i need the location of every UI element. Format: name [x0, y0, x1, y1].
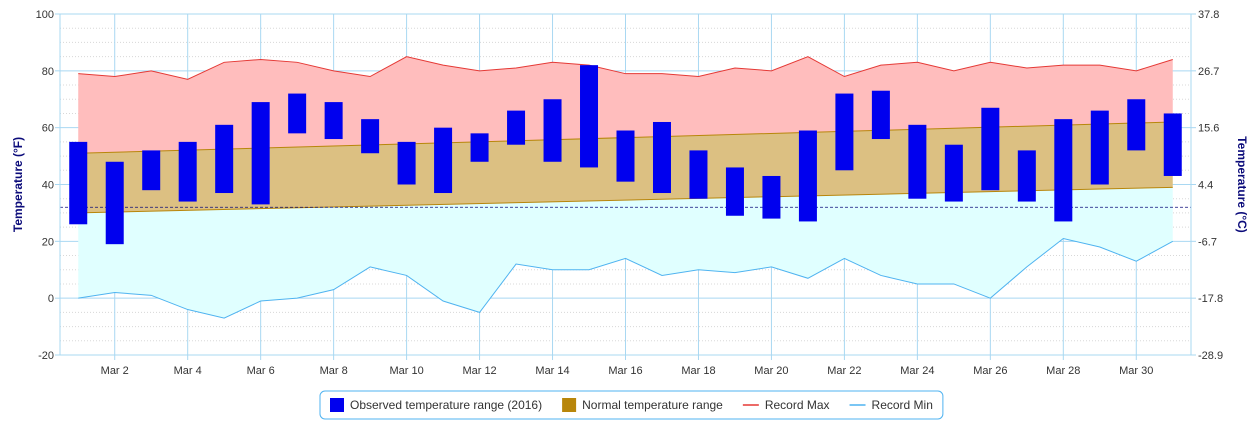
observed-range-bar	[981, 107, 1000, 191]
observed-range-bar	[507, 110, 526, 145]
x-tick-label: Mar 14	[535, 365, 569, 377]
left-tick-label: 40	[42, 180, 54, 192]
observed-range-bar	[251, 102, 270, 205]
observed-range-bar	[105, 161, 124, 245]
legend-item: Observed temperature range (2016)	[330, 398, 542, 412]
record-min-fill	[78, 187, 1173, 319]
observed-range-bar	[652, 121, 671, 194]
legend-swatch	[330, 398, 344, 412]
x-tick-label: Mar 20	[754, 365, 788, 377]
legend-box	[319, 390, 944, 420]
observed-range-bar	[908, 124, 927, 199]
record-min-line	[78, 237, 1173, 319]
right-tick-label: -17.8	[1198, 293, 1223, 305]
legend-item: Record Min	[849, 398, 933, 412]
left-axis-title: Temperature (°F)	[11, 137, 25, 232]
x-tick-label: Mar 4	[174, 365, 202, 377]
legend-item: Normal temperature range	[562, 398, 723, 412]
x-tick-label: Mar 30	[1119, 365, 1153, 377]
observed-range-bar	[1090, 110, 1109, 185]
observed-range-bar	[397, 141, 416, 185]
x-tick-label: Mar 16	[608, 365, 642, 377]
x-tick-label: Mar 22	[827, 365, 861, 377]
right-tick-label: -28.9	[1198, 350, 1223, 362]
observed-range-bar	[1163, 113, 1182, 176]
observed-range-bar	[69, 141, 88, 225]
left-tick-label: 0	[48, 293, 54, 305]
observed-range-bar	[288, 93, 307, 134]
x-tick-label: Mar 2	[101, 365, 129, 377]
left-tick-label: 60	[42, 123, 54, 135]
record-max-line	[78, 56, 1173, 80]
observed-range-bar	[324, 102, 343, 140]
observed-range-bar	[725, 167, 744, 216]
x-tick-label: Mar 8	[320, 365, 348, 377]
observed-range-bar	[871, 90, 890, 140]
legend-item: Record Max	[742, 398, 830, 412]
x-tick-label: Mar 18	[681, 365, 715, 377]
right-tick-label: 15.6	[1198, 123, 1219, 135]
observed-range-bar	[178, 141, 197, 202]
observed-range-bar	[580, 65, 599, 168]
x-tick-label: Mar 24	[900, 365, 934, 377]
legend-label: Record Max	[765, 398, 830, 412]
legend-label: Record Min	[872, 398, 933, 412]
legend-label: Observed temperature range (2016)	[350, 398, 542, 412]
right-tick-label: 37.8	[1198, 9, 1219, 21]
observed-range-bar	[470, 133, 489, 162]
observed-range-bar	[434, 127, 453, 194]
observed-range-bar	[616, 130, 635, 182]
observed-range-bar	[798, 130, 817, 222]
observed-range-bar	[762, 175, 781, 219]
observed-range-bar	[944, 144, 963, 202]
normal-low-line	[78, 186, 1173, 214]
legend-swatch	[562, 398, 577, 412]
observed-range-bar	[1127, 99, 1146, 151]
right-axis-title: Temperature (°C)	[1235, 136, 1249, 233]
observed-range-bar	[1017, 150, 1036, 202]
x-tick-label: Mar 10	[389, 365, 423, 377]
observed-range-bar	[1054, 119, 1073, 222]
right-tick-label: 26.7	[1198, 66, 1219, 78]
x-tick-label: Mar 26	[973, 365, 1007, 377]
x-tick-label: Mar 12	[462, 365, 496, 377]
observed-range-bar	[543, 99, 562, 162]
legend-label: Normal temperature range	[582, 398, 723, 412]
observed-range-bar	[361, 119, 380, 154]
legend: Observed temperature range (2016) Normal …	[319, 390, 944, 420]
x-tick-label: Mar 28	[1046, 365, 1080, 377]
right-tick-label: -6.7	[1198, 236, 1217, 248]
left-tick-label: -20	[38, 350, 54, 362]
x-tick-label: Mar 6	[247, 365, 275, 377]
observed-range-bar	[215, 124, 234, 194]
observed-range-bar	[835, 93, 854, 171]
left-tick-label: 80	[42, 66, 54, 78]
record-max-fill	[78, 56, 1173, 154]
observed-range-bar	[142, 150, 161, 191]
left-tick-label: 100	[36, 9, 54, 21]
right-tick-label: 4.4	[1198, 180, 1213, 192]
left-tick-label: 20	[42, 236, 54, 248]
observed-range-bar	[689, 150, 708, 199]
